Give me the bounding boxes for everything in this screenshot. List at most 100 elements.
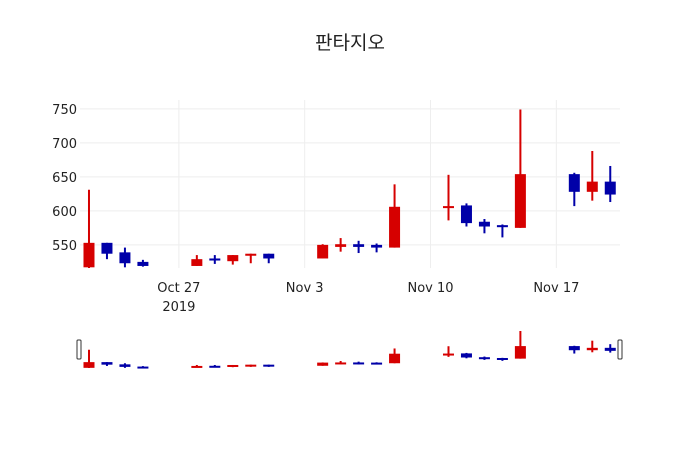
candle-body [604,181,616,195]
slider-candle [101,362,113,366]
slider-candle [586,340,598,353]
candle-body [317,244,329,259]
x-tick-label: Nov 3 [286,281,324,296]
candle [389,184,401,248]
x-tick-label: Nov 10 [407,281,453,296]
candle [83,189,95,268]
candle-body [83,242,95,268]
candle-body [496,225,508,228]
candle [245,253,257,264]
candle [514,109,526,228]
gridlines [80,100,620,268]
slider-candle [137,366,149,369]
slider-candle [568,345,580,354]
slider-candle-body [263,364,275,367]
slider-candle-body [460,353,472,358]
x-tick-year-label: 2019 [162,300,195,315]
candle [568,172,580,207]
slider-candle-body [335,362,347,365]
candle [496,224,508,238]
y-tick-label: 550 [52,239,77,254]
slider-candle [604,344,616,353]
slider-candle [209,364,221,368]
candle [586,151,598,201]
candle-body [227,255,239,262]
slider-candle-body [245,364,257,367]
candle-body [353,244,365,247]
x-axis-ticks: Oct 27 2019 Nov 3 Nov 10 Nov 17 [157,281,579,315]
candle-body [514,174,526,228]
range-slider-background [80,329,620,370]
candle [335,238,347,252]
slider-candle [389,348,401,364]
range-slider-right-handle[interactable] [617,339,623,360]
slider-candle-body [604,347,616,351]
slider-candle-body [586,347,598,351]
candle-body [568,174,580,192]
candle-body [119,252,131,264]
slider-candle [353,361,365,365]
candle [478,219,490,234]
slider-candle-body [478,357,490,360]
y-tick-label: 650 [52,171,77,186]
slider-candle [119,363,131,368]
candle-body [245,253,257,256]
slider-candle-body [317,362,329,366]
slider-candle-body [191,365,203,368]
candle [353,240,365,254]
slider-candle [317,362,329,366]
candle-body [263,253,275,259]
candle [604,165,616,203]
candle-body [442,206,454,209]
slider-candle-body [442,353,454,356]
slider-candle-body [371,362,383,365]
candle-body [460,205,472,224]
candle [209,255,221,264]
slider-candle-body [119,364,131,367]
range-slider[interactable] [76,329,623,370]
slider-candle-body [209,365,221,368]
candle-body [209,258,221,261]
candle [442,174,454,221]
candle-body [335,244,347,247]
candle [137,259,149,267]
range-slider-left-handle[interactable] [76,339,82,360]
slider-candle-body [353,362,365,365]
chart-title: 판타지오 [315,32,385,54]
slider-candle [245,364,257,367]
candles [83,109,616,268]
y-tick-label: 600 [52,205,77,220]
candle-body [191,259,203,266]
y-tick-label: 750 [52,103,77,118]
candle [371,243,383,253]
slider-candle [496,357,508,361]
slider-candle [191,364,203,368]
slider-candle [460,352,472,359]
x-tick-label: Oct 27 [157,281,200,296]
slider-candle [514,331,526,359]
slider-candle-body [496,357,508,360]
candle [263,253,275,264]
candle-body [101,242,113,254]
slider-candle [371,362,383,365]
slider-candle-body [514,346,526,359]
slider-candle [83,349,95,368]
candle-body [137,261,149,266]
candle-body [586,181,598,192]
slider-candle [442,346,454,357]
candle [191,255,203,266]
candle [317,244,329,259]
slider-candle-body [101,362,113,365]
slider-candle-body [137,366,149,369]
candle [119,247,131,268]
candle-body [371,244,383,248]
y-axis-ticks: 550 600 650 700 750 [52,103,77,254]
slider-candle [227,364,239,368]
slider-candle-body [568,346,580,351]
slider-candle-body [227,364,239,367]
slider-candle [263,364,275,367]
slider-candle-body [389,353,401,364]
slider-candle [335,361,347,365]
